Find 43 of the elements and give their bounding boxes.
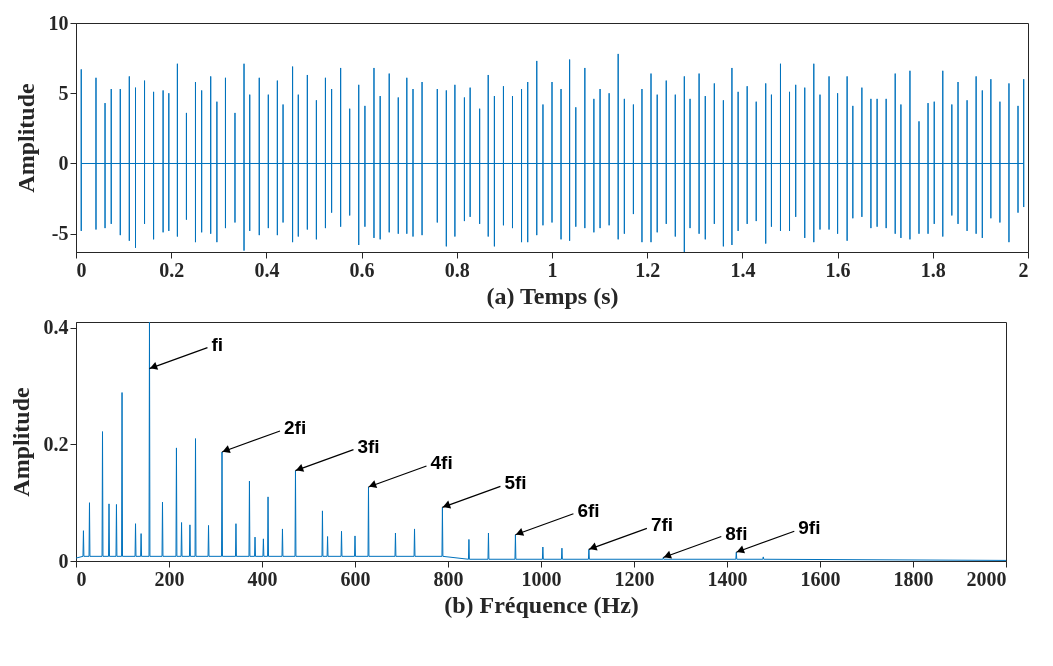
- x-tick-label: 1200: [614, 567, 655, 590]
- x-tick-label: 200: [154, 567, 185, 590]
- y-tick-label: 10: [48, 11, 69, 34]
- x-tick-label: 1400: [707, 567, 748, 590]
- y-tick-label: 0.2: [43, 432, 69, 455]
- annotation: 8fi: [725, 522, 748, 544]
- annotation: 6fi: [577, 499, 600, 521]
- x-tick-label: 1.6: [825, 258, 851, 281]
- y-tick-label: 0: [58, 151, 69, 174]
- y-tick-label: 0: [58, 549, 69, 572]
- y-tick-label: 5: [58, 81, 69, 104]
- x-tick-label: 0.8: [444, 258, 470, 281]
- y-tick-label: -5: [51, 222, 69, 245]
- annotation: 3fi: [357, 435, 380, 457]
- x-tick-label: 0.4: [254, 258, 280, 281]
- x-tick-label: 800: [433, 567, 464, 590]
- x-tick-label: 2: [1018, 258, 1029, 281]
- x-tick-label: 2000: [966, 567, 1007, 590]
- line-series: [80, 53, 1025, 252]
- x-tick-label: 0.2: [159, 258, 185, 281]
- y-tick-label: 0.4: [43, 316, 69, 339]
- x-tick-label: 0: [76, 567, 87, 590]
- y-axis-title: Amplitude: [7, 386, 34, 497]
- x-tick-label: 1.2: [635, 258, 661, 281]
- x-tick-label: 1000: [521, 567, 562, 590]
- x-tick-label: 1.8: [920, 258, 946, 281]
- x-tick-label: 400: [247, 567, 278, 590]
- x-tick-label: 0: [76, 258, 87, 281]
- annotation: 9fi: [798, 517, 821, 539]
- annotation: 4fi: [430, 451, 453, 473]
- x-tick-label: 1: [547, 258, 558, 281]
- x-axis-title: (a) Temps (s): [486, 282, 619, 309]
- annotation: fi: [211, 333, 224, 355]
- x-tick-label: 1600: [800, 567, 841, 590]
- x-tick-label: 0.6: [349, 258, 375, 281]
- annotation: 5fi: [504, 472, 527, 494]
- x-tick-label: 1.4: [730, 258, 756, 281]
- annotation: 2fi: [284, 416, 307, 438]
- x-tick-label: 1800: [893, 567, 934, 590]
- y-axis-title: Amplitude: [12, 82, 39, 193]
- x-axis-title: (b) Fréquence (Hz): [444, 591, 639, 618]
- x-tick-label: 600: [340, 567, 371, 590]
- annotation: 7fi: [650, 514, 674, 536]
